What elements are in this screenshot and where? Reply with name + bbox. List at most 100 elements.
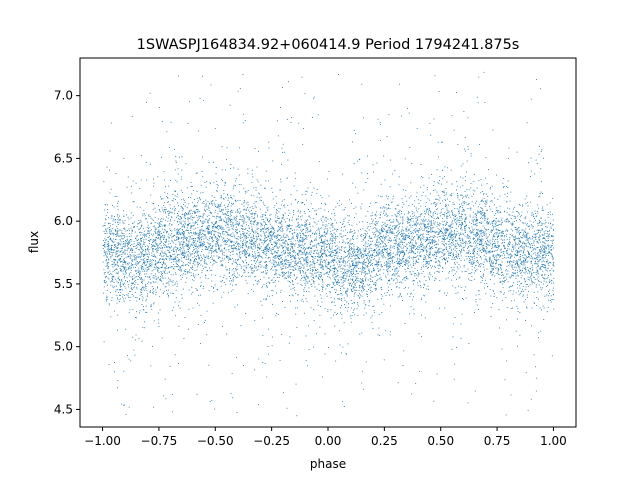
data-point (500, 281, 502, 283)
data-point (157, 270, 159, 272)
data-point (435, 212, 436, 214)
data-point (277, 215, 279, 217)
data-point (512, 236, 514, 238)
data-point (373, 267, 374, 269)
data-point (538, 238, 540, 240)
data-point (401, 213, 402, 215)
data-point (309, 265, 311, 267)
data-point (465, 243, 466, 245)
data-point (141, 225, 143, 226)
data-point (405, 238, 407, 240)
data-point (232, 278, 234, 280)
data-point (410, 292, 412, 294)
data-point (306, 262, 308, 263)
data-point (461, 194, 463, 196)
data-point (164, 290, 166, 292)
data-point (140, 246, 141, 248)
data-point (105, 228, 107, 230)
data-point (445, 205, 447, 206)
data-point (551, 241, 553, 243)
data-point (253, 213, 255, 215)
data-point (285, 267, 287, 269)
data-point (539, 256, 541, 258)
data-point (176, 239, 178, 241)
data-point (281, 217, 283, 219)
data-point (198, 235, 200, 236)
data-point (253, 187, 255, 189)
data-point (273, 260, 275, 262)
data-point (108, 258, 110, 260)
data-point (200, 254, 202, 256)
data-point (361, 203, 363, 205)
data-point (541, 224, 543, 226)
data-point (142, 266, 144, 268)
data-point (529, 253, 530, 255)
data-point (360, 236, 362, 238)
data-point (467, 402, 469, 404)
data-point (403, 288, 405, 290)
data-point (318, 208, 320, 210)
data-point (294, 245, 296, 247)
data-point (177, 254, 179, 255)
data-point (538, 237, 540, 238)
data-point (547, 262, 549, 264)
data-point (230, 258, 231, 260)
data-point (456, 255, 458, 257)
data-point (481, 277, 483, 279)
data-point (201, 271, 203, 273)
data-point (139, 232, 141, 233)
data-point (270, 279, 272, 281)
data-point (272, 303, 273, 305)
data-point (507, 250, 508, 252)
data-point (431, 216, 432, 217)
data-point (366, 258, 368, 260)
data-point (449, 239, 450, 240)
data-point (330, 217, 331, 219)
data-point (359, 261, 360, 263)
data-point (180, 249, 182, 251)
data-point (422, 235, 424, 237)
data-point (353, 232, 355, 234)
data-point (315, 269, 316, 271)
data-point (394, 235, 396, 236)
data-point (370, 260, 372, 262)
data-point (257, 233, 259, 234)
data-point (544, 266, 546, 268)
data-point (392, 246, 394, 248)
data-point (223, 282, 225, 283)
data-point (476, 232, 478, 234)
data-point (437, 249, 439, 251)
data-point (171, 211, 173, 213)
data-point (113, 259, 115, 261)
data-point (164, 268, 166, 270)
data-point (400, 264, 402, 266)
data-point (423, 246, 425, 248)
data-point (461, 213, 462, 215)
data-point (210, 211, 211, 213)
data-point (207, 227, 208, 229)
data-point (410, 293, 411, 295)
data-point (480, 213, 482, 214)
data-point (243, 251, 245, 252)
data-point (536, 297, 538, 298)
data-point (495, 262, 497, 264)
data-point (265, 248, 267, 250)
data-point (141, 226, 142, 228)
data-point (467, 252, 469, 253)
data-point (161, 236, 163, 238)
data-point (248, 247, 250, 249)
data-point (389, 208, 391, 210)
data-point (124, 282, 125, 284)
data-point (197, 217, 199, 219)
data-point (372, 250, 374, 252)
data-point (547, 234, 549, 236)
data-point (255, 206, 257, 208)
data-point (274, 266, 276, 268)
data-point (451, 192, 453, 194)
data-point (173, 198, 175, 200)
data-point (417, 211, 419, 213)
data-point (452, 252, 454, 254)
data-point (487, 217, 489, 219)
data-point (342, 223, 344, 225)
data-point (365, 248, 367, 250)
